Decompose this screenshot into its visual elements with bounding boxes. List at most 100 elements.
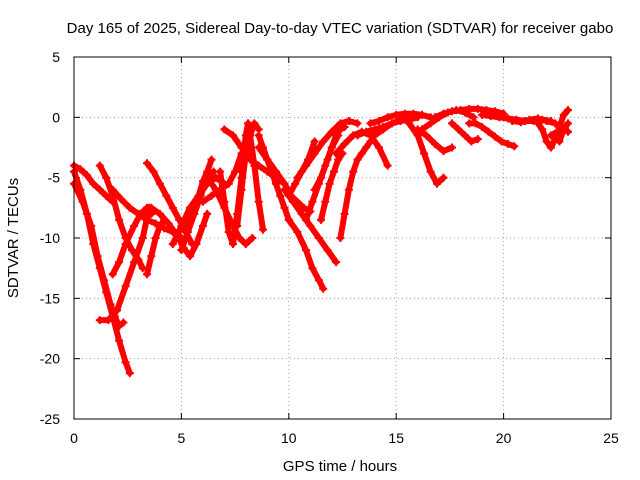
data-point-arc-20 [276,191,285,200]
data-point-arc-3 [95,185,104,194]
data-point-arc-37 [448,107,456,116]
data-point-arc-6 [108,270,117,279]
data-point-arc-25 [353,119,362,128]
data-point-arc-32 [396,115,405,124]
data-point-arc-2 [87,221,96,230]
data-point-arc-27 [340,123,349,131]
data-point-arc-29 [362,143,371,152]
data-point-arc-44 [564,119,572,128]
data-point-arc-16 [229,240,237,248]
data-point-arc-8 [149,167,158,176]
data-point-arc-11 [177,221,186,230]
data-point-arc-21 [299,203,308,212]
data-point-arc-23 [293,228,302,236]
data-point-arc-10 [198,221,207,230]
data-point-arc-7 [117,195,126,204]
data-point-arc-31 [366,119,375,128]
data-point-arc-24 [310,137,319,146]
data-point-arc-4 [95,316,104,325]
data-point-arc-19 [220,125,229,134]
data-point-arc-42 [559,110,568,119]
data-point-arc-33 [366,131,375,140]
data-point-arc-23 [284,215,293,224]
data-point-arc-42 [542,137,551,146]
data-point-arc-19 [254,161,263,170]
x-tick-label: 25 [603,430,619,446]
data-point-arc-29 [349,167,358,176]
data-point-arc-38 [454,125,463,134]
data-point-arc-39 [491,132,499,141]
data-point-arc-33 [383,161,392,170]
data-point-arc-19 [229,131,237,140]
data-point-arc-13 [188,209,197,218]
data-point-arc-33 [357,127,366,136]
data-point-arc-10 [186,252,194,261]
data-point-arc-17 [233,221,242,230]
data-point-arc-7 [108,185,117,194]
data-point-arc-8 [168,203,177,212]
data-point-arc-39 [478,123,487,131]
data-point-arc-36 [469,113,478,122]
data-point-arc-21 [271,167,280,176]
data-point-arc-7 [125,203,134,212]
data-point-arc-15 [241,240,250,248]
data-point-arc-9 [147,252,156,261]
data-point-arc-35 [422,131,431,140]
data-point-arc-25 [344,117,353,125]
y-axis-label: SDTVAR / TECUs [5,178,22,298]
data-point-arc-39 [471,119,480,128]
data-point-arc-18 [254,197,263,206]
data-point-arc-33 [332,149,341,158]
data-point-arc-22 [323,246,332,255]
data-point-arc-37 [465,104,474,113]
data-point-arc-15 [203,173,212,182]
data-point-arc-22 [314,234,323,242]
series-arc-9 [144,216,168,278]
data-point-arc-28 [317,215,325,224]
y-tick-label: -15 [40,290,60,306]
data-point-arc-13 [198,177,207,186]
data-point-arc-33 [349,131,358,140]
data-point-arc-31 [383,113,392,122]
data-point-arc-27 [332,131,341,140]
data-point-arc-1 [121,358,130,367]
data-point-arc-18 [237,167,246,176]
data-point-arc-29 [357,149,366,158]
data-point-arc-8 [143,159,151,168]
data-point-arc-35 [430,139,439,148]
y-tick-label: 5 [52,49,60,65]
data-point-arc-4 [104,316,113,325]
data-point-arc-31 [418,110,426,119]
data-point-arc-1 [115,336,124,345]
data-point-arc-42 [564,106,572,115]
data-point-arc-29 [340,209,349,218]
data-point-arc-34 [426,167,435,176]
data-point-arc-5 [134,255,143,264]
data-point-arc-22 [280,185,289,194]
data-point-arc-13 [207,155,216,164]
data-point-arc-26 [308,197,317,206]
data-point-arc-2 [119,318,128,327]
data-point-arc-15 [248,234,257,242]
data-point-arc-23 [319,284,328,293]
data-point-arc-8 [155,179,164,188]
data-point-arc-4 [113,306,121,315]
data-point-arc-35 [448,143,456,152]
data-point-arc-6 [130,221,139,230]
data-point-arc-5 [102,173,111,182]
data-point-arc-22 [332,258,341,267]
data-point-arc-10 [155,209,164,218]
data-point-arc-5 [95,161,104,170]
data-point-arc-9 [151,234,160,242]
data-point-arc-7 [134,209,143,218]
data-point-arc-34 [433,179,441,188]
data-point-arc-10 [164,219,173,228]
data-point-arc-28 [325,179,334,188]
data-point-arc-18 [259,225,267,234]
y-tick-label: -10 [40,230,60,246]
data-point-arc-36 [426,119,435,128]
data-point-arc-25 [310,149,319,158]
data-point-arc-29 [344,185,353,194]
data-point-arc-16 [220,197,229,206]
data-point-arc-41 [516,118,525,127]
